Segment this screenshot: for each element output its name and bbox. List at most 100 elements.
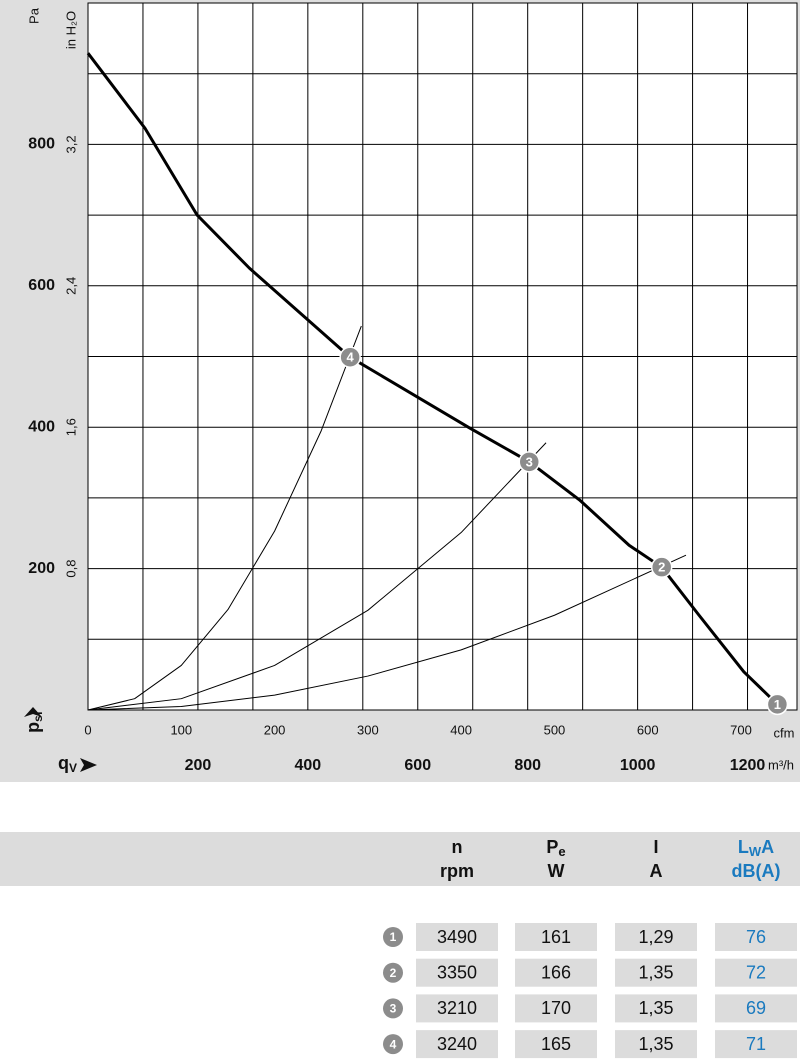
x2-tick-label: 1000 xyxy=(620,757,656,774)
operating-point xyxy=(766,693,789,716)
x-tick-label: 500 xyxy=(544,722,566,737)
cell: 165 xyxy=(541,1034,571,1054)
column-symbol: LWA xyxy=(738,837,774,860)
symbol: n xyxy=(452,837,463,857)
x-tick-label: 100 xyxy=(170,722,192,737)
x-axis-unit: cfm xyxy=(774,725,795,740)
x2-tick-label: 200 xyxy=(185,757,212,774)
y-tick-label: 200 xyxy=(28,560,55,577)
operating-point xyxy=(650,556,673,578)
symbol-sub: V xyxy=(69,761,77,775)
cell-bg xyxy=(416,1030,498,1059)
cell-bg xyxy=(615,923,697,951)
cell: 71 xyxy=(746,1034,766,1054)
symbol-sub: e xyxy=(558,844,565,859)
x-axis-symbol: qV xyxy=(58,753,77,775)
column-unit: dB(A) xyxy=(732,861,781,881)
x-tick-label: 600 xyxy=(637,722,659,737)
cell-bg xyxy=(615,958,697,987)
x2-tick-label: 600 xyxy=(404,757,431,774)
cell: 1,35 xyxy=(638,998,673,1018)
row-id: 3 xyxy=(390,1002,397,1016)
x-tick-label: 300 xyxy=(357,722,379,737)
cell-bg xyxy=(416,958,498,987)
row-id: 2 xyxy=(390,966,397,980)
cell: 161 xyxy=(541,927,571,947)
cell: 76 xyxy=(746,927,766,947)
cell: 3490 xyxy=(437,927,477,947)
x2-tick-label: 800 xyxy=(514,757,541,774)
cell-bg xyxy=(515,923,597,951)
table-header-band xyxy=(0,832,800,886)
symbol: p xyxy=(23,722,43,733)
operating-point-label: 1 xyxy=(774,697,781,712)
symbol: q xyxy=(58,753,69,773)
row-marker xyxy=(383,998,403,1019)
column-unit: A xyxy=(650,861,663,881)
column-unit: W xyxy=(548,861,565,881)
x-tick-label: 700 xyxy=(730,722,752,737)
system-curve xyxy=(87,554,687,711)
cell: 3350 xyxy=(437,962,477,982)
x2-tick-label: 400 xyxy=(294,757,321,774)
y-arrow xyxy=(24,707,42,717)
x2-axis-unit: m³/h xyxy=(768,757,794,772)
x-tick-label: 200 xyxy=(264,722,286,737)
cell: 1,35 xyxy=(638,962,673,982)
x2-tick-label: 1200 xyxy=(730,757,766,774)
cell-bg xyxy=(515,958,597,987)
y-tick-label: 800 xyxy=(28,136,55,153)
y2-tick-label: 0,8 xyxy=(63,560,78,578)
row-marker xyxy=(383,927,403,947)
cell-bg xyxy=(615,1030,697,1059)
y-tick-label: 400 xyxy=(28,418,55,435)
operating-point-label: 2 xyxy=(658,560,665,575)
column-unit: rpm xyxy=(440,861,474,881)
cell-bg xyxy=(416,923,498,951)
cell: 170 xyxy=(541,998,571,1018)
row-marker xyxy=(383,962,403,983)
cell-bg xyxy=(515,994,597,1023)
cell-bg xyxy=(416,994,498,1023)
cell-bg xyxy=(615,994,697,1023)
cell: 1,29 xyxy=(638,927,673,947)
cell-bg xyxy=(715,923,797,951)
symbol: L xyxy=(738,837,749,857)
y2-axis-unit: in H₂O xyxy=(63,11,78,49)
operating-point-label: 3 xyxy=(526,454,533,469)
symbol-sub: sf xyxy=(31,710,45,722)
y-tick-label: 600 xyxy=(28,277,55,294)
symbol-suffix: A xyxy=(761,837,774,857)
cell-bg xyxy=(715,994,797,1023)
row-marker xyxy=(383,1034,403,1055)
cell: 166 xyxy=(541,962,571,982)
y2-tick-label: 2,4 xyxy=(63,277,78,295)
cell-bg xyxy=(715,958,797,987)
row-id: 1 xyxy=(390,930,397,944)
row-id: 4 xyxy=(390,1037,397,1051)
symbol: P xyxy=(546,837,558,857)
system-curve xyxy=(87,325,362,711)
cell-bg xyxy=(715,1030,797,1059)
cell-bg xyxy=(515,1030,597,1059)
x-tick-label: 0 xyxy=(84,722,91,737)
symbol-sub: W xyxy=(749,844,762,859)
operating-point xyxy=(339,346,361,368)
column-symbol: Pe xyxy=(546,837,565,860)
operating-point xyxy=(518,451,541,473)
y-axis-unit: Pa xyxy=(26,7,41,24)
cell: 69 xyxy=(746,998,766,1018)
symbol: I xyxy=(653,837,658,857)
operating-point-label: 4 xyxy=(347,350,355,365)
x-tick-label: 400 xyxy=(450,722,472,737)
y-axis-symbol: psf xyxy=(23,710,45,733)
x-arrow xyxy=(80,758,97,772)
column-symbol: I xyxy=(653,837,658,857)
cell: 3210 xyxy=(437,998,477,1018)
column-symbol: n xyxy=(452,837,463,857)
system-curve xyxy=(87,442,547,711)
cell: 72 xyxy=(746,962,766,982)
y2-tick-label: 1,6 xyxy=(63,418,78,436)
y2-tick-label: 3,2 xyxy=(63,135,78,153)
